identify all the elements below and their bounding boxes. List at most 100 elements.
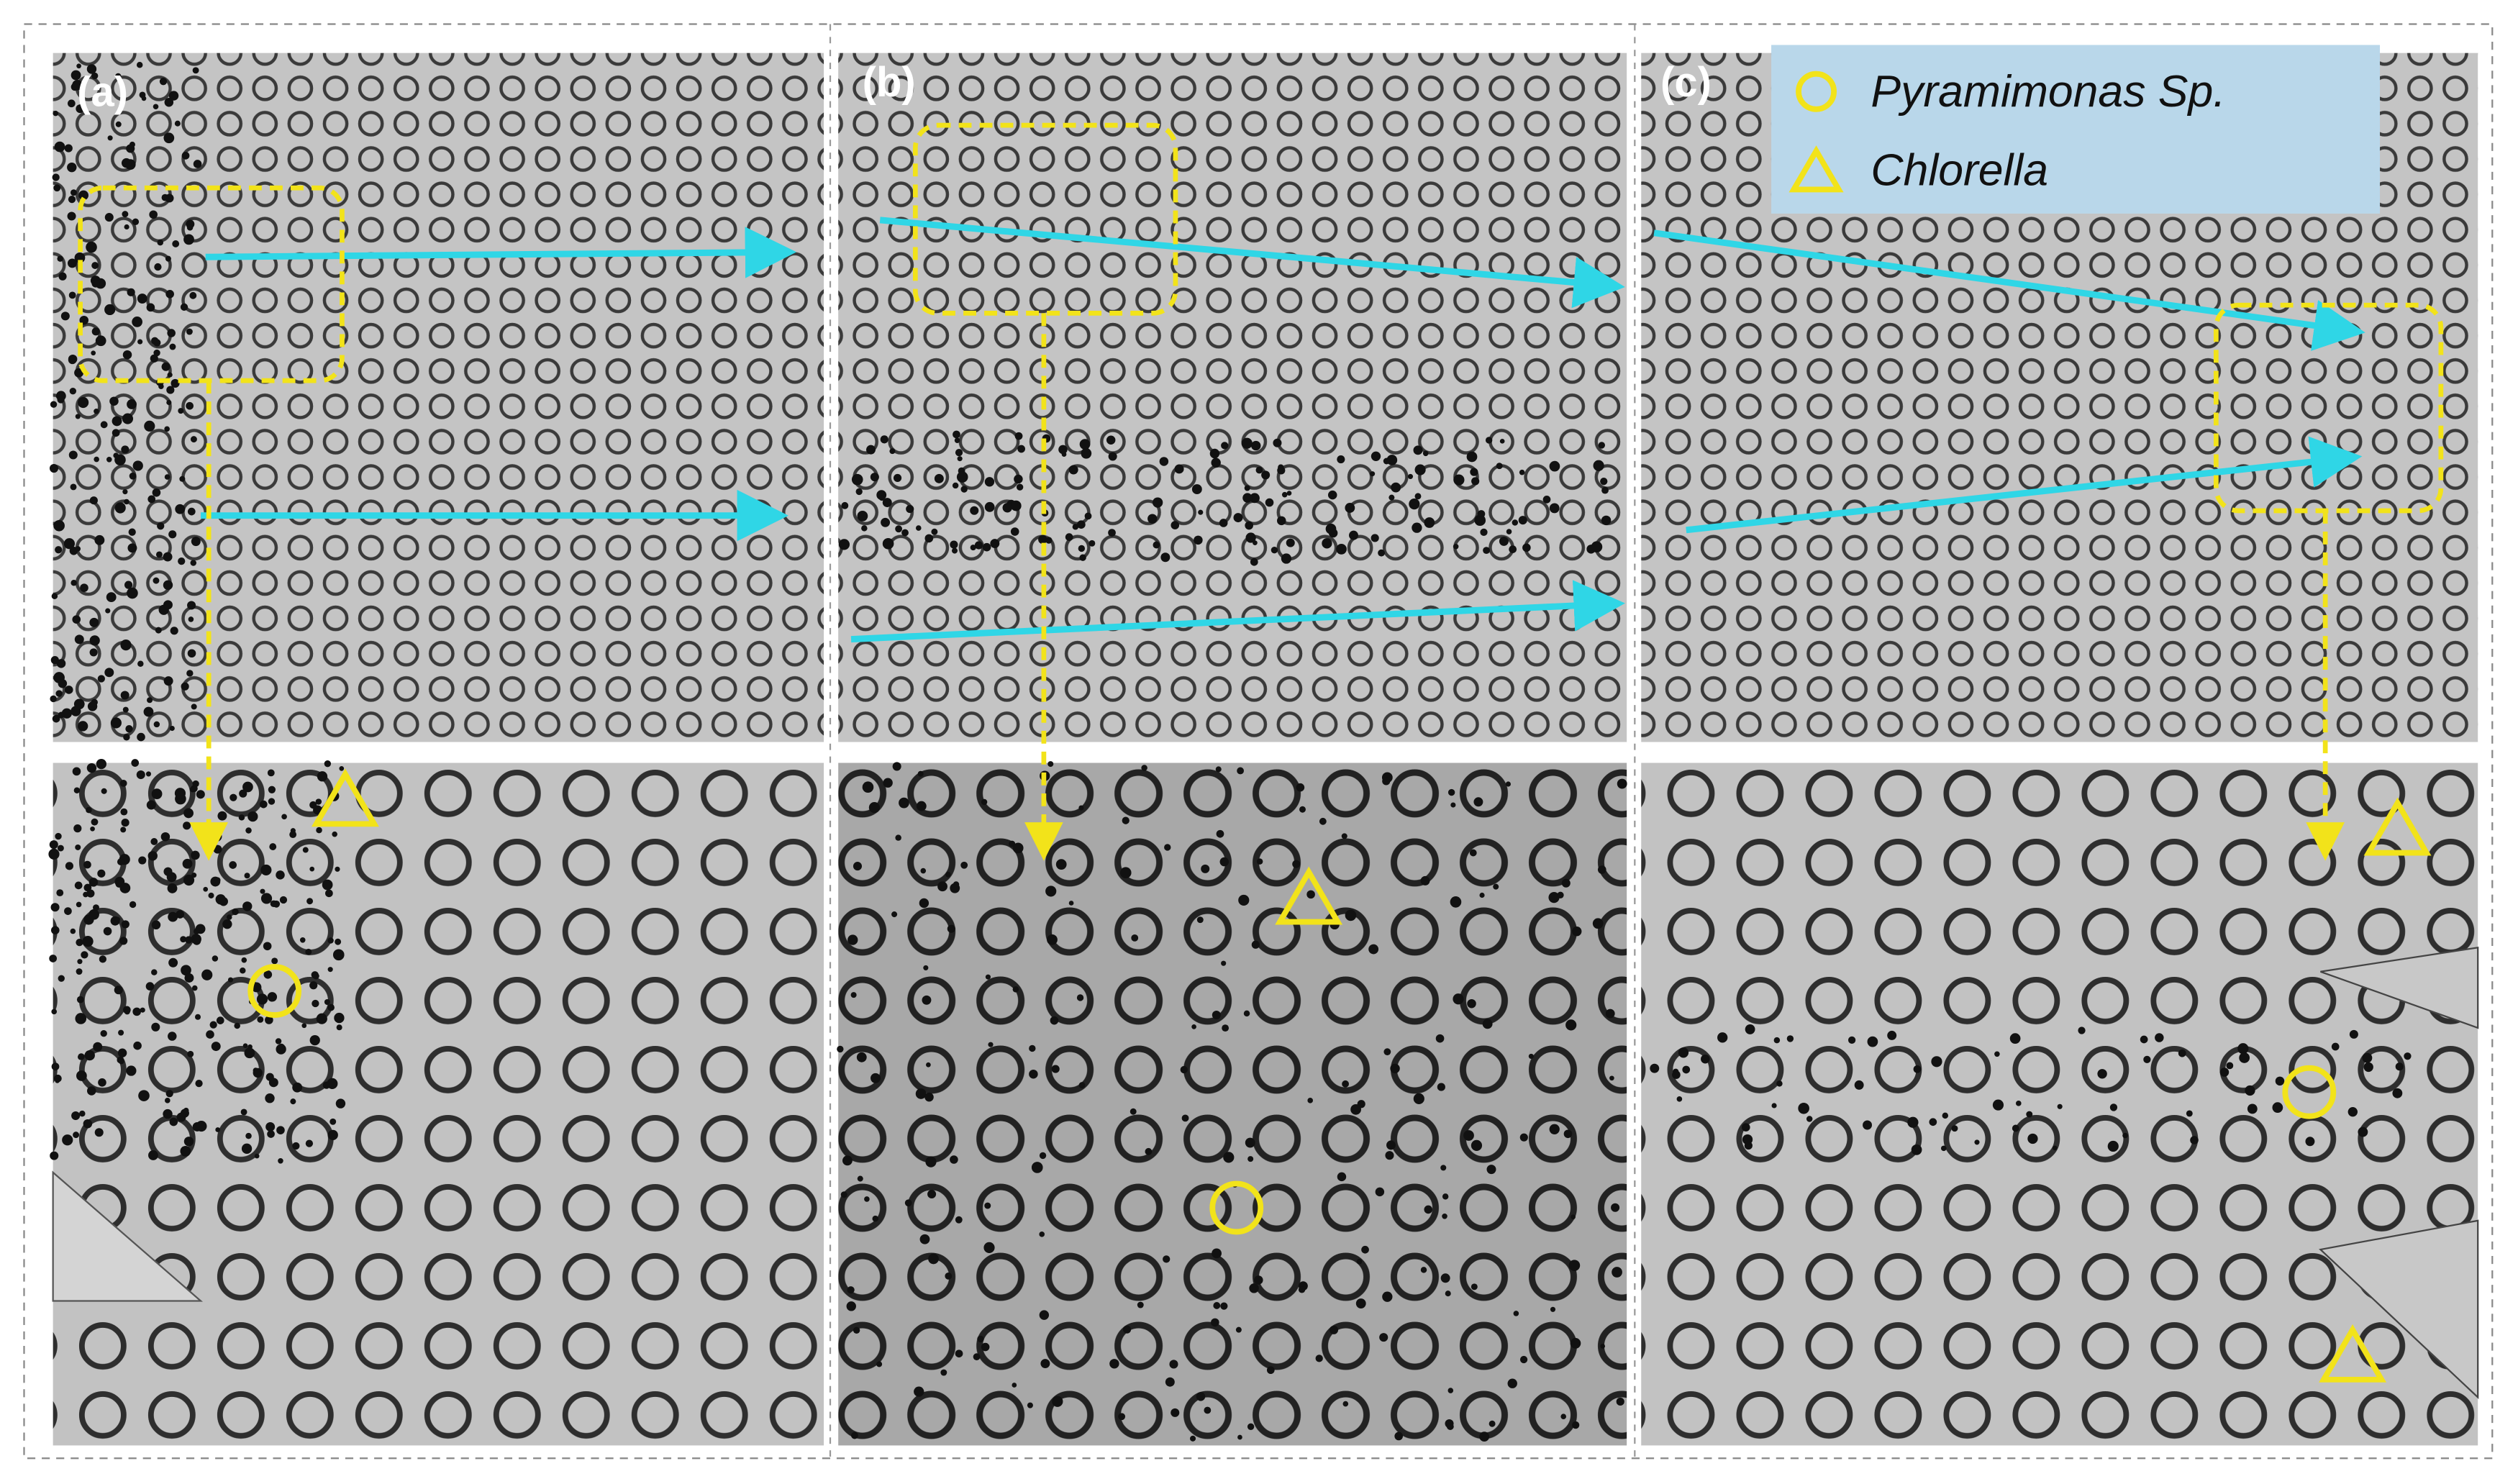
cell-dot (50, 1151, 59, 1160)
cell-dot (934, 473, 944, 483)
cell-dot (916, 801, 927, 811)
cell-dot (124, 1009, 130, 1015)
cell-dot (2016, 1101, 2022, 1106)
cell-dot (68, 354, 78, 364)
cell-dot (174, 120, 181, 127)
cell-dot (183, 234, 194, 245)
cell-dot (75, 844, 81, 850)
cell-dot (270, 900, 278, 908)
cell-dot (68, 291, 76, 299)
cell-dot (2362, 1052, 2373, 1063)
cell-dot (97, 869, 106, 878)
cell-dot (334, 1012, 345, 1024)
cell-dot (2027, 1133, 2038, 1144)
cell-dot (167, 883, 178, 893)
cell-dot (104, 213, 114, 222)
cell-dot (1079, 554, 1086, 561)
cell-dot (857, 1175, 863, 1182)
cell-dot (110, 717, 122, 729)
cell-dot (1221, 960, 1227, 966)
cell-dot (114, 454, 126, 466)
cell-dot (1065, 533, 1073, 541)
cell-dot (880, 435, 888, 444)
cell-dot (86, 806, 92, 814)
channel-wall (52, 1170, 204, 1302)
cell-dot (209, 1021, 217, 1029)
cell-dot (882, 537, 894, 550)
cell-dot (49, 840, 58, 850)
cell-dot (129, 901, 137, 909)
cell-dot (54, 141, 65, 153)
cell-dot (1160, 552, 1171, 563)
cell-dot (124, 499, 129, 505)
cell-dot (94, 1128, 104, 1137)
cell-dot (217, 811, 227, 821)
cell-dot (1557, 891, 1564, 898)
cell-dot (1563, 1129, 1573, 1139)
cell-dot (253, 1068, 263, 1078)
cell-dot (122, 489, 128, 495)
cell-dot (64, 907, 72, 915)
cell-dot (244, 1047, 255, 1059)
cell-dot (76, 901, 82, 908)
cell-dot (1204, 1406, 1212, 1414)
cell-dot (954, 437, 960, 443)
cell-dot (241, 957, 247, 963)
cell-dot (132, 218, 140, 226)
cell-dot (69, 387, 77, 395)
cell-dot (1371, 451, 1381, 462)
cell-dot (1039, 1310, 1050, 1320)
cell-dot (327, 1003, 335, 1011)
cell-dot (238, 814, 245, 821)
cell-dot (51, 593, 58, 600)
cell-dot (174, 788, 186, 799)
cell-dot (924, 1092, 934, 1102)
cell-dot (1245, 532, 1256, 543)
cell-dot (90, 826, 95, 832)
cell-dot (1233, 513, 1243, 523)
cell-dot (184, 973, 194, 983)
cell-dot (175, 504, 186, 514)
cell-dot (1368, 944, 1379, 955)
cell-dot (982, 545, 988, 551)
cell-dot (229, 861, 237, 869)
cell-dot (72, 615, 81, 624)
cell-dot (1611, 1203, 1620, 1212)
cell-dot (920, 868, 927, 874)
cell-dot (1307, 1098, 1314, 1103)
cell-dot (122, 350, 132, 360)
cell-dot (309, 1034, 320, 1046)
cell-dot (180, 1146, 191, 1157)
cell-dot (1336, 543, 1347, 555)
cell-dot (86, 241, 97, 253)
cell-dot (919, 898, 930, 909)
cell-dot (881, 517, 891, 527)
cell-dot (76, 1070, 87, 1081)
cell-dot (117, 1056, 124, 1064)
cell-dot (1077, 520, 1086, 529)
cell-dot (132, 460, 143, 471)
cell-dot (79, 1110, 86, 1117)
cell-dot (904, 1199, 912, 1207)
cell-dot (950, 1155, 958, 1164)
cell-dot (931, 528, 938, 535)
cell-dot (1299, 806, 1306, 813)
cell-dot (1786, 1035, 1794, 1042)
cell-dot (1068, 901, 1074, 906)
cell-dot (1108, 529, 1116, 537)
cell-dot (106, 592, 117, 603)
cell-dot (265, 1016, 273, 1024)
cell-dot (67, 99, 76, 108)
cells (48, 61, 2412, 1442)
cell-dot (123, 734, 130, 741)
cell-dot (1292, 860, 1301, 868)
cell-dot (1469, 849, 1477, 857)
cell-dot (1424, 1205, 1433, 1214)
zoom-boxes (78, 122, 2444, 861)
cell-dot (122, 413, 134, 424)
cell-dot (64, 686, 73, 694)
micrograph (838, 53, 1627, 742)
cell-dot (922, 995, 932, 1005)
cell-dot (215, 1127, 221, 1132)
